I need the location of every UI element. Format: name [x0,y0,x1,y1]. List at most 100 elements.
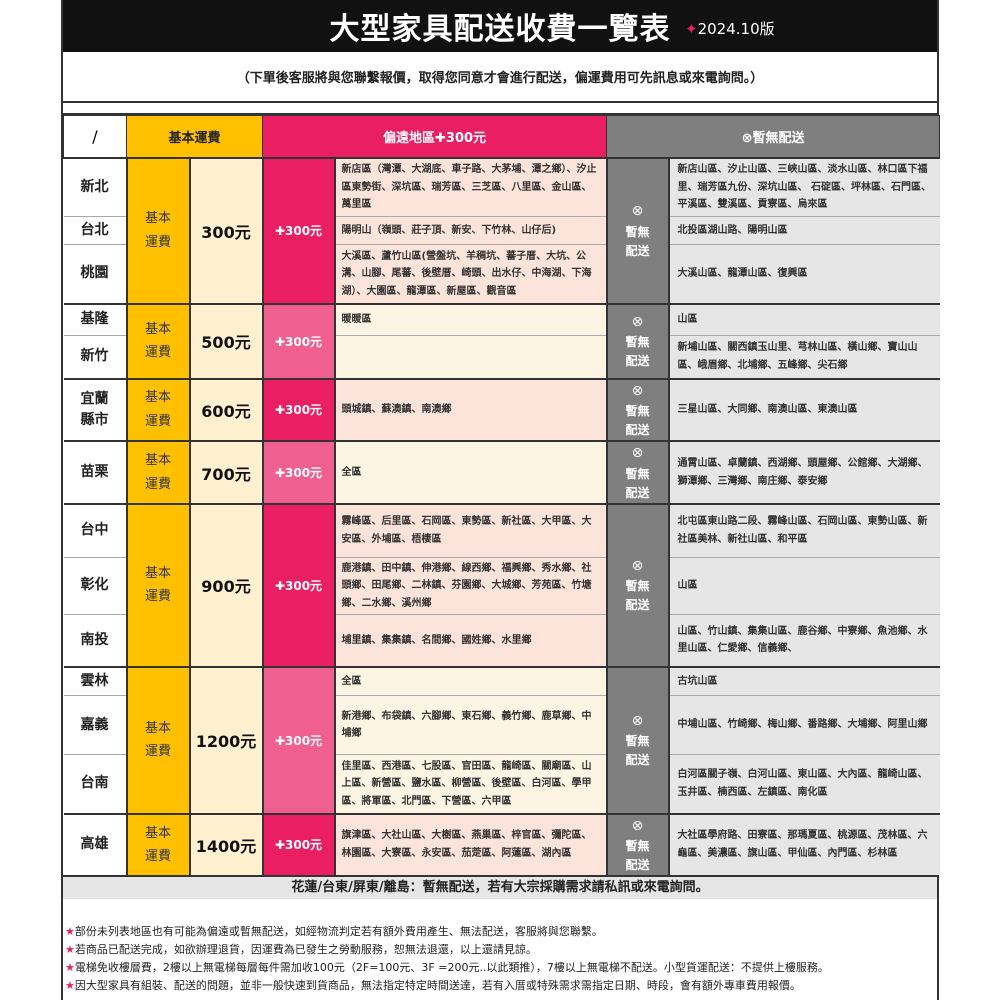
city-cell: 苗栗 [63,440,127,505]
remote-surcharge: ✚300元 [261,812,336,876]
note-item: ★部份未列表地區也有可能為偏遠或暫無配送，如經物流判定若有額外費用產生、無法配送… [65,923,937,941]
note-item: ★若商品已配送完成，如欲辦理退貨，因運費為已發生之勞動服務，恕無法退還，以上還請… [65,941,937,959]
header-no-delivery: ⊗暫無配送 [606,115,941,158]
city-cell: 嘉義 [63,695,127,755]
base-fee-label: 基本運費 [125,665,191,814]
city-cell: 雲林 [63,665,127,696]
table-row: 新北 基本運費 300元 ✚300元 新店區（灣潭、大湖底、車子路、大茅埔、潭之鄉）、汐… [63,156,940,304]
no-delivery-text: 暫無配送 [625,579,650,613]
city-name: 台南 [80,775,109,792]
base-fee-text: 基本運費 [144,453,171,492]
page-title: 大型家具配送收費一覽表 [329,12,671,47]
base-fee-amount: 600元 [189,377,263,442]
city-name: 嘉義 [80,716,109,733]
no-delivery-areas: 古坑山區 [668,665,940,696]
no-delivery-icon: ⊗ [631,313,644,330]
note-text: 若商品已配送完成，如欲辦理退貨，因運費為已發生之勞動服務，恕無法退還，以上還請見… [74,943,537,957]
no-delivery-areas: 山區、竹山鎮、集集山區、鹿谷鄉、中寮鄉、魚池鄉、水里山區、仁愛鄉、信義鄉、 [668,614,940,667]
no-delivery-icon: ⊗ [631,712,644,729]
city-name: 彰化 [80,577,109,594]
no-delivery-areas: 通霄山區、卓蘭鎮、西湖鄉、頭屋鄉、公館鄉、大湖鄉、獅潭鄉、三灣鄉、南庄鄉、泰安鄉 [668,440,940,505]
base-fee-amount: 500元 [189,302,263,379]
no-delivery-badge: ⊗ 暫無配送 [605,302,670,379]
no-delivery-areas: 新店山區、汐止山區、三峽山區、淡水山區、林口區下福里、瑞芳區九份、深坑山區、 石… [668,156,940,217]
no-delivery-areas: 北屯區東山路二段、霧峰山區、石岡山區、東勢山區、新社區美林、新社山區、和平區 [668,503,940,558]
table-row: 苗栗 基本運費 700元 ✚300元 全區 ⊗ 暫無配送 通霄山區、卓蘭鎮、西湖鄉、頭屋鄉、公… [63,440,940,505]
no-delivery-text: 暫無配送 [625,838,650,873]
city-cell: 台南 [63,754,127,814]
city-cell: 新竹 [63,335,127,379]
base-fee-amount: 900元 [189,503,263,667]
no-delivery-areas: 山區 [668,302,940,336]
city-name: 台北 [80,222,109,238]
no-delivery-icon: ⊗ [631,445,644,462]
version-text: 2024.10版 [697,20,775,38]
city-name: 基隆 [80,311,109,328]
remote-areas: 暖暖區 [334,302,607,336]
no-delivery-text: 暫無配送 [625,335,650,369]
star-icon: ★ [65,979,75,993]
table-row: 雲林 基本運費 1200元 ✚300元 全區 ⊗ 暫無配送 古坑山區 [63,665,940,814]
no-delivery-icon: ⊗ [631,817,644,834]
remote-areas: 埔里鎮、集集鎮、名間鄉、國姓鄉、水里鄉 [334,614,607,667]
table-row: 嘉義 新港鄉、布袋鎮、六腳鄉、東石鄉、義竹鄉、鹿草鄉、中埔鄉 中埔山區、竹崎鄉、梅山… [63,695,940,755]
remote-surcharge: ✚300元 [261,156,336,304]
shipping-fee-sheet: 大型家具配送收費一覽表 ✦2024.10版 （下單後客服將與您聯繫報價，取得您同… [61,0,941,1000]
base-fee-label: 基本運費 [125,440,191,505]
no-delivery-text: 暫無配送 [625,403,650,438]
no-delivery-badge: ⊗ 暫無配送 [605,812,670,876]
base-fee-label: 基本運費 [125,503,191,667]
base-fee-amount: 300元 [189,156,263,304]
remote-areas: 全區 [334,440,607,505]
base-fee-amount: 700元 [189,440,263,505]
base-fee-text: 基本運費 [144,720,171,760]
no-delivery-text: 暫無配送 [625,466,650,500]
city-cell: 台中 [63,503,127,558]
table-row: 桃園 大溪區、蘆竹山區(營盤坑、羊稠坑、蕃子厝、大坑、公溝、山腳、尾蕃、後壁厝、崎… [63,244,940,304]
note-item: ★電梯免收樓層費，2樓以上無電梯每層每件需加收100元（2F=100元、3F =… [65,959,937,977]
city-name: 新竹 [80,348,109,365]
base-fee-label: 基本運費 [125,156,191,304]
remote-surcharge: ✚300元 [261,440,336,505]
city-name: 桃園 [80,265,109,282]
no-delivery-icon: ⊗ [631,203,644,220]
no-delivery-badge: ⊗ 暫無配送 [605,665,670,814]
star-icon: ★ [65,961,75,975]
header-slash: / [63,115,127,158]
remote-areas: 佳里區、西港區、七股區、官田區、龍崎區、關廟區、山上區、新營區、鹽水區、柳營區、… [334,754,607,814]
city-cell: 高雄 [63,812,127,876]
remote-surcharge: ✚300元 [261,503,336,667]
city-cell: 宜蘭縣市 [63,377,127,442]
note-text: 電梯免收樓層費，2樓以上無電梯每層每件需加收100元（2F=100元、3F =2… [74,961,829,975]
no-delivery-areas: 三星山區、大同鄉、南澳山區、東澳山區 [668,377,940,442]
note-item: ★因大型家具有組裝、配送的問題，並非一般快速到貨商品，無法指定特定時間送達，若有… [65,977,937,995]
city-name: 宜蘭縣市 [80,390,109,428]
star-icon: ★ [65,925,75,939]
no-delivery-areas: 北投區湖山路、陽明山區 [668,216,940,245]
base-fee-label: 基本運費 [125,377,191,442]
no-delivery-badge: ⊗ 暫無配送 [605,156,670,304]
table-row: 南投 埔里鎮、集集鎮、名間鄉、國姓鄉、水里鄉 山區、竹山鎮、集集山區、鹿谷鄉、中寮鄉… [63,614,940,667]
no-delivery-areas: 白河區關子嶺、白河山區、東山區、大內區、龍崎山區、玉井區、楠西區、左鎮區、南化區 [668,754,940,814]
no-delivery-areas: 新埔山區、關西鎮玉山里、芎林山區、橫山鄉、寶山山區、峨眉鄉、北埔鄉、五峰鄉、尖石… [668,335,940,379]
city-cell: 南投 [63,614,127,667]
note-text: 因大型家具有組裝、配送的問題，並非一般快速到貨商品，無法指定特定時間送達，若有入… [74,979,801,993]
city-cell: 彰化 [63,556,127,615]
no-delivery-icon: ⊗ [631,557,644,574]
city-name: 雲林 [80,672,109,689]
table-row: 台北 陽明山（嶺頭、莊子頂、新安、下竹林、山仔后) 北投區湖山路、陽明山區 [63,216,940,245]
remote-areas: 霧峰區、后里區、石岡區、東勢區、新社區、大甲區、大安區、外埔區、梧棲區 [334,503,607,558]
remote-surcharge: ✚300元 [261,665,336,814]
city-cell: 台北 [63,216,127,245]
no-delivery-text: 暫無配送 [625,734,650,768]
version-label: ✦2024.10版 [685,18,775,39]
base-fee-text: 基本運費 [144,825,171,864]
subtitle: （下單後客服將與您聯繫報價，取得您同意才會進行配送，偏運費用可先訊息或來電詢問。… [63,52,937,103]
table-row: 新竹 新埔山區、關西鎮玉山里、芎林山區、橫山鄉、寶山山區、峨眉鄉、北埔鄉、五峰鄉、… [63,335,940,379]
no-delivery-badge: ⊗ 暫無配送 [605,440,670,505]
star-icon: ★ [65,943,75,957]
remote-areas: 大溪區、蘆竹山區(營盤坑、羊稠坑、蕃子厝、大坑、公溝、山腳、尾蕃、後壁厝、崎頭、… [334,244,607,304]
no-delivery-areas: 中埔山區、竹崎鄉、梅山鄉、番路鄉、大埔鄉、阿里山鄉 [668,695,940,755]
note-text: 部份未列表地區也有可能為偏遠或暫無配送，如經物流判定若有額外費用產生、無法配送，… [74,925,603,939]
no-delivery-badge: ⊗ 暫無配送 [605,503,670,667]
